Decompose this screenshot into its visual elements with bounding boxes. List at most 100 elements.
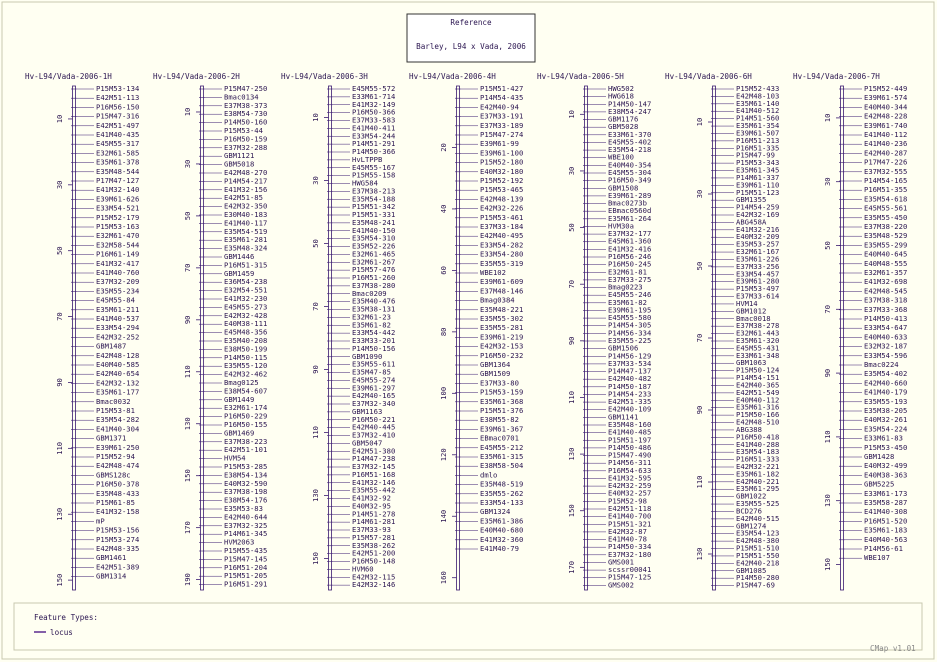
feature-label: P15M51-123: [736, 188, 779, 197]
feature-label: E37M33-275: [608, 275, 651, 284]
feature-label: E35M61-177: [96, 388, 139, 397]
axis-tick-label: 90: [311, 365, 320, 374]
feature-label: E35M54-183: [736, 447, 779, 456]
feature-label: E42M48-510: [736, 418, 779, 427]
feature-label: E37M33-256: [736, 262, 779, 271]
map-axis: [584, 85, 588, 591]
feature-label: E42M48-474: [96, 461, 139, 470]
feature-label: E35M55-262: [480, 489, 523, 498]
feature-label: P17M47-226: [864, 158, 907, 167]
feature-label: E42M48-103: [736, 91, 779, 100]
axis-tick-label: 50: [183, 212, 192, 221]
feature-label: P15M52-433: [736, 84, 779, 93]
feature-label: E35M55-450: [864, 213, 907, 222]
feature-label: P16M50-148: [352, 557, 395, 566]
feature-label: P14M54-305: [608, 321, 651, 330]
feature-label: E45M55-561: [864, 204, 907, 213]
feature-label: GBM1364: [480, 360, 510, 369]
feature-label: E42M40-660: [864, 378, 907, 387]
axis-tick-label: 170: [183, 521, 192, 534]
feature-label: E41M40-179: [864, 388, 907, 397]
feature-label: E40M32-209: [736, 232, 779, 241]
feature-label: P14M50-486: [608, 443, 651, 452]
feature-label: E45M55-167: [352, 163, 395, 172]
feature-label: E32M61-267: [352, 257, 395, 266]
feature-label: E42M51-118: [608, 504, 651, 513]
feature-label: E40M40-344: [864, 102, 907, 111]
feature-label: E35M61-345: [736, 166, 779, 175]
reference-title: Reference: [450, 18, 492, 27]
feature-label: P14M54-217: [224, 176, 267, 185]
feature-label: P14M50-413: [864, 314, 907, 323]
feature-label: P15M47-316: [96, 112, 139, 121]
axis-tick-label: 150: [55, 574, 64, 587]
feature-label: E32M58-544: [96, 240, 139, 249]
feature-label: E40M40-680: [480, 526, 523, 535]
axis-tick-label: 150: [567, 504, 576, 517]
feature-label: E42M51-389: [96, 562, 139, 571]
axis-tick-label: 90: [55, 378, 64, 387]
feature-label: GBM1314: [96, 572, 126, 581]
feature-label: E35M48-529: [864, 231, 907, 240]
feature-label: E35M61-140: [736, 99, 779, 108]
feature-label: E39M61-99: [480, 139, 519, 148]
feature-label: E37M38-280: [352, 281, 395, 290]
axis-tick-label: 170: [567, 561, 576, 574]
feature-label: E37M32-410: [352, 431, 395, 440]
feature-label: P14M50-156: [352, 344, 395, 353]
feature-label: E42M51-85: [224, 193, 263, 202]
feature-label: P17M47-127: [96, 176, 139, 185]
feature-label: P14M51-278: [352, 509, 395, 518]
feature-label: E32M54-551: [224, 286, 267, 295]
feature-label: E39M61-367: [480, 424, 523, 433]
feature-label: E38M54-730: [224, 109, 267, 118]
feature-label: E41M40-485: [608, 428, 651, 437]
feature-label: E35M61-368: [480, 397, 523, 406]
feature-label: E42M40-365: [736, 380, 779, 389]
feature-label: E33M61-370: [608, 130, 651, 139]
feature-label: E40M32-95: [352, 501, 391, 510]
feature-label: E37M32-180: [608, 550, 651, 559]
feature-label: GBM1508: [608, 183, 638, 192]
reference-subtitle: Barley, L94 x Vada, 2006: [416, 42, 526, 51]
feature-label: P15M53-497: [736, 284, 779, 293]
feature-label: E40M32-180: [480, 167, 523, 176]
feature-label: E40M48-555: [864, 259, 907, 268]
feature-label: E32M61-81: [608, 267, 647, 276]
feature-label: Bmac0134: [224, 92, 259, 101]
axis-tick-label: 50: [695, 262, 704, 271]
axis-tick-label: 90: [823, 369, 832, 378]
feature-label: E41M32-140: [96, 185, 139, 194]
feature-label: E41M32-158: [96, 507, 139, 516]
feature-label: HVM14: [736, 299, 758, 308]
feature-label: E37M33-184: [480, 222, 523, 231]
axis-tick-label: 130: [183, 417, 192, 430]
feature-label: mP: [96, 516, 105, 525]
feature-label: E42M40-644: [224, 512, 267, 521]
feature-label: E42M32-221: [736, 462, 779, 471]
feature-label: E41M40-308: [864, 507, 907, 516]
feature-label: E39M61-740: [864, 121, 907, 130]
feature-label: E35M58-287: [864, 498, 907, 507]
feature-label: GBM1121: [224, 151, 254, 160]
feature-label: E35M52-226: [352, 242, 395, 251]
feature-label: E42M48-228: [864, 112, 907, 121]
feature-label: P16M51-333: [736, 455, 779, 464]
feature-label: E33M54-280: [480, 250, 523, 259]
axis-tick-label: 30: [311, 176, 320, 185]
feature-label: E45M55-402: [608, 137, 651, 146]
feature-label: EBmac0560d: [608, 206, 651, 215]
map-axis: [456, 85, 460, 591]
feature-label: P14M50-147: [608, 99, 651, 108]
feature-label: HVM30a: [608, 221, 634, 230]
feature-label: GBM1085: [736, 566, 766, 575]
feature-label: E35M48-433: [96, 489, 139, 498]
feature-label: E42M40-482: [608, 374, 651, 383]
feature-label: E37M33-368: [864, 305, 907, 314]
feature-label: E37M38-220: [864, 222, 907, 231]
feature-label: E45M55-274: [352, 375, 395, 384]
feature-label: P15M53-343: [736, 158, 779, 167]
feature-label: dmlo: [480, 470, 497, 479]
feature-label: E35M48-160: [608, 420, 651, 429]
feature-label: GMS001: [608, 557, 634, 566]
